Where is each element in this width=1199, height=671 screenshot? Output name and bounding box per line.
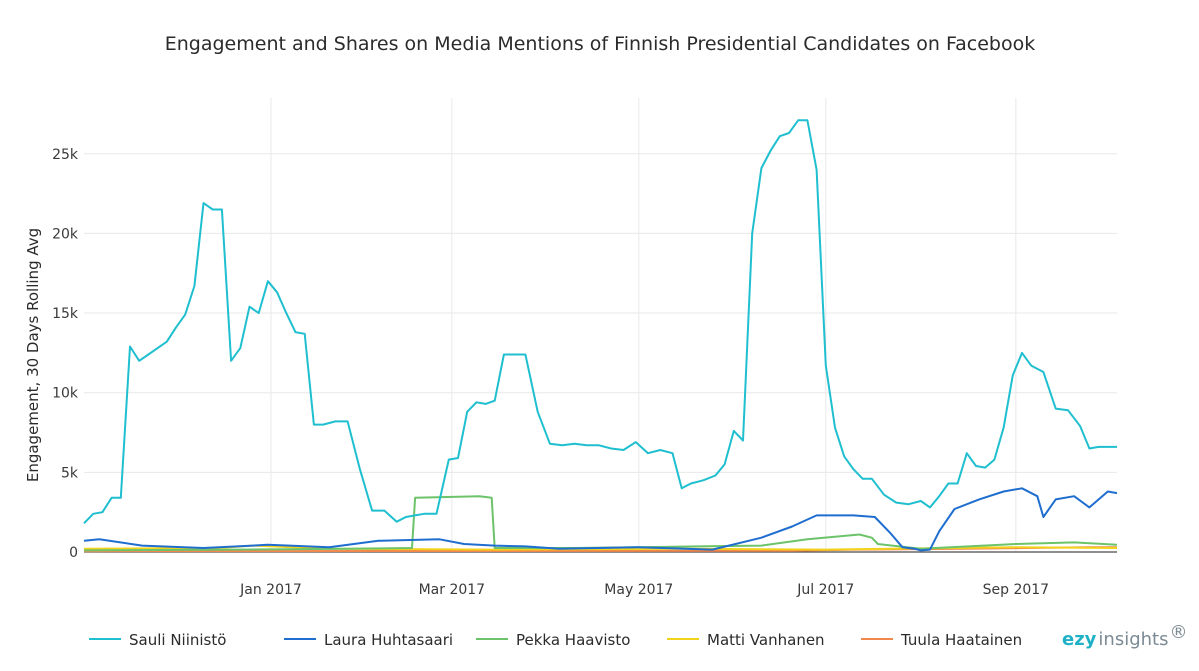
legend-label: Laura Huhtasaari [324, 631, 453, 649]
x-tick-label: Jul 2017 [796, 582, 854, 598]
y-tick-label: 20k [52, 226, 79, 242]
y-axis-label: Engagement, 30 Days Rolling Avg [24, 228, 42, 482]
x-tick-label: Mar 2017 [419, 582, 486, 598]
legend-item[interactable]: Laura Huhtasaari [284, 631, 453, 649]
logo-insights: insights [1098, 629, 1168, 650]
series-line-laura-huhtasaari [83, 487, 1118, 552]
legend-label: Matti Vanhanen [707, 631, 825, 649]
logo-registered-mark: ® [1169, 622, 1187, 643]
y-tick-label: 5k [61, 465, 79, 481]
chart-title: Engagement and Shares on Media Mentions … [165, 33, 1036, 55]
legend-label: Sauli Niinistö [129, 631, 226, 649]
y-tick-label: 15k [52, 306, 79, 322]
x-tick-label: Jan 2017 [239, 582, 302, 598]
legend-item[interactable]: Matti Vanhanen [667, 631, 825, 649]
legend-item[interactable]: Pekka Haavisto [476, 631, 630, 649]
legend-label: Pekka Haavisto [516, 631, 630, 649]
ezyinsights-logo: ezy insights® [1062, 622, 1187, 650]
y-tick-label: 0 [69, 545, 78, 561]
legend-item[interactable]: Sauli Niinistö [89, 631, 226, 649]
axis-ticks: Jan 2017 Mar 2017 May 2017 Jul 2017 Sep 2017… [52, 147, 1049, 598]
y-tick-label: 10k [52, 386, 79, 402]
series-lines [83, 119, 1118, 553]
series-line-sauli-niinist- [83, 119, 1117, 524]
x-tick-label: May 2017 [604, 582, 673, 598]
y-tick-label: 25k [52, 147, 79, 163]
x-tick-label: Sep 2017 [983, 582, 1049, 598]
legend-label: Tuula Haatainen [900, 631, 1022, 649]
series-line-pekka-haavisto [83, 495, 1118, 552]
gridlines [84, 98, 1117, 553]
logo-ezy: ezy [1062, 629, 1097, 650]
legend: Sauli Niinistö Laura Huhtasaari Pekka Haav… [89, 631, 1022, 649]
legend-item[interactable]: Tuula Haatainen [861, 631, 1022, 649]
